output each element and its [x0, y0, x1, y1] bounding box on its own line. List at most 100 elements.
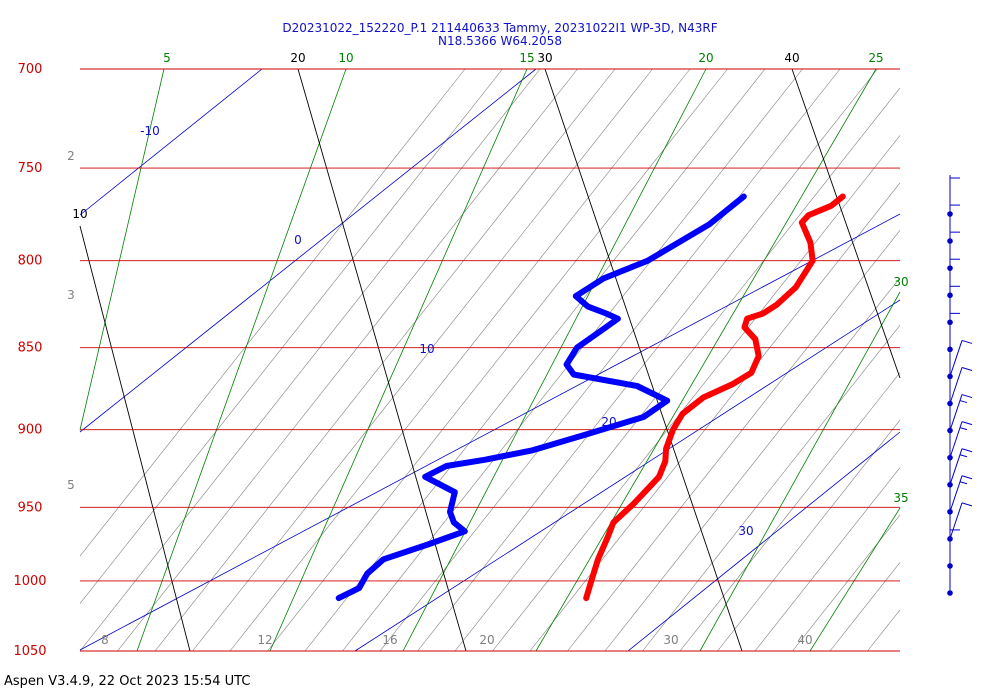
isotherm-label: 10 — [72, 207, 87, 221]
dry-adiabat-label: 15 — [519, 51, 534, 65]
mixing-ratio-label: 16 — [382, 633, 397, 647]
wind-barb-half — [959, 454, 968, 458]
wind-barb-full — [961, 475, 973, 480]
moist-adiabat-line — [79, 68, 537, 433]
sounding-profiles — [335, 193, 846, 602]
mixing-ratio-line — [154, 68, 616, 652]
temperature-profile-line — [583, 193, 846, 602]
isotherm-line — [79, 225, 191, 652]
mixing-ratio-label: 5 — [67, 478, 75, 492]
mixing-ratio-label: 40 — [797, 633, 812, 647]
mixing-ratio-line — [79, 68, 466, 557]
isotherm-line — [297, 68, 467, 652]
moist-adiabat-line — [79, 68, 263, 216]
mixing-ratio-line — [792, 514, 901, 652]
dewpoint-profile-line — [335, 193, 747, 602]
dry-adiabat-line — [809, 507, 901, 652]
wind-barb-staff — [949, 394, 963, 431]
mixing-ratio-label: 2 — [67, 149, 75, 163]
wind-barb-staff — [949, 448, 963, 485]
dry-adiabat-label: 25 — [868, 51, 883, 65]
pressure-label: 700 — [18, 62, 43, 77]
dry-adiabat-line — [79, 68, 165, 431]
wind-barb-station-dot — [947, 427, 953, 434]
mixing-ratio-line — [717, 419, 901, 652]
wind-barb-station-dot — [947, 590, 953, 596]
mixing-ratio-line — [642, 325, 901, 652]
mixing-ratio-line — [454, 87, 901, 652]
mixing-ratio-line — [267, 68, 728, 652]
mixing-ratio-line — [117, 68, 578, 652]
moist-adiabat-label: -10 — [140, 124, 160, 138]
title-line-2: N18.5366 W64.2058 — [438, 34, 562, 48]
wind-barb-staff — [949, 502, 963, 540]
isotherm-line — [544, 68, 743, 652]
dry-adiabat-label: 35 — [893, 491, 908, 505]
mixing-ratio-label: 3 — [67, 288, 75, 302]
wind-barb-staff — [949, 421, 963, 458]
moist-adiabat-line — [79, 213, 901, 651]
wind-barb-station-dot — [947, 373, 953, 380]
mixing-ratio-line — [79, 68, 503, 604]
pressure-label: 1050 — [13, 644, 46, 659]
dry-adiabat-label: 30 — [893, 275, 908, 289]
dry-adiabat-label: 10 — [338, 51, 353, 65]
moist-adiabat-label: 10 — [419, 342, 434, 356]
moist-adiabat-label: 30 — [738, 524, 753, 538]
wind-barb-station-dot — [947, 454, 953, 461]
isotherm-line — [791, 68, 901, 379]
wind-barb-full — [961, 421, 973, 426]
isotherm-label: 20 — [290, 51, 305, 65]
moist-adiabat-line — [354, 299, 901, 652]
wind-barb-full — [961, 448, 973, 453]
dry-adiabat-line — [269, 68, 528, 652]
mixing-ratio-label: 30 — [663, 633, 678, 647]
moist-adiabat-label: 0 — [294, 233, 302, 247]
mixing-ratio-label: 20 — [479, 633, 494, 647]
wind-barb-station-dot — [947, 346, 953, 353]
wind-barb-full — [961, 502, 973, 507]
mixing-ratio-label: 12 — [257, 633, 272, 647]
wind-barb-staff — [949, 340, 963, 377]
pressure-label: 950 — [18, 500, 43, 515]
pressure-label: 750 — [18, 161, 43, 176]
wind-barb-full — [961, 394, 973, 399]
wind-barb-half — [959, 481, 968, 485]
dry-adiabat-label: 5 — [163, 51, 171, 65]
pressure-label: 900 — [18, 423, 43, 438]
pressure-label: 800 — [18, 254, 43, 269]
wind-barb-staff — [949, 367, 963, 404]
pressure-label: 850 — [18, 341, 43, 356]
wind-barb-full — [961, 339, 973, 344]
wind-barb-half — [959, 427, 968, 431]
wind-barb-full — [961, 367, 973, 371]
mixing-ratio-label: 8 — [101, 633, 109, 647]
dry-adiabat-line — [699, 291, 901, 652]
chart-title: D20231022_152220_P.1 211440633 Tammy, 20… — [200, 22, 800, 48]
pressure-label: 1000 — [13, 574, 46, 589]
dry-adiabat-line — [136, 68, 347, 652]
mixing-ratio-line — [229, 68, 691, 652]
wind-barbs — [947, 175, 973, 596]
mixing-ratio-line — [604, 277, 901, 652]
mixing-ratio-line — [304, 68, 766, 652]
mixing-ratio-line — [679, 372, 901, 652]
mixing-ratio-line — [192, 68, 653, 652]
mixing-ratio-line — [492, 135, 901, 652]
mixing-ratio-line — [754, 467, 901, 652]
title-line-1: D20231022_152220_P.1 211440633 Tammy, 20… — [282, 21, 718, 35]
mixing-ratio-line — [417, 68, 878, 652]
dry-adiabat-line — [402, 68, 707, 652]
mixing-ratio-line — [867, 609, 901, 652]
mixing-ratio-line — [379, 68, 841, 652]
wind-barb-half — [959, 400, 968, 404]
isotherm-label: 40 — [784, 51, 799, 65]
dry-adiabat-label: 20 — [698, 51, 713, 65]
mixing-ratio-line — [79, 68, 541, 652]
wind-barb-staff — [949, 475, 963, 512]
moist-adiabat-line — [627, 431, 901, 652]
isotherm-label: 30 — [537, 51, 552, 65]
dry-adiabat-line — [535, 68, 877, 652]
